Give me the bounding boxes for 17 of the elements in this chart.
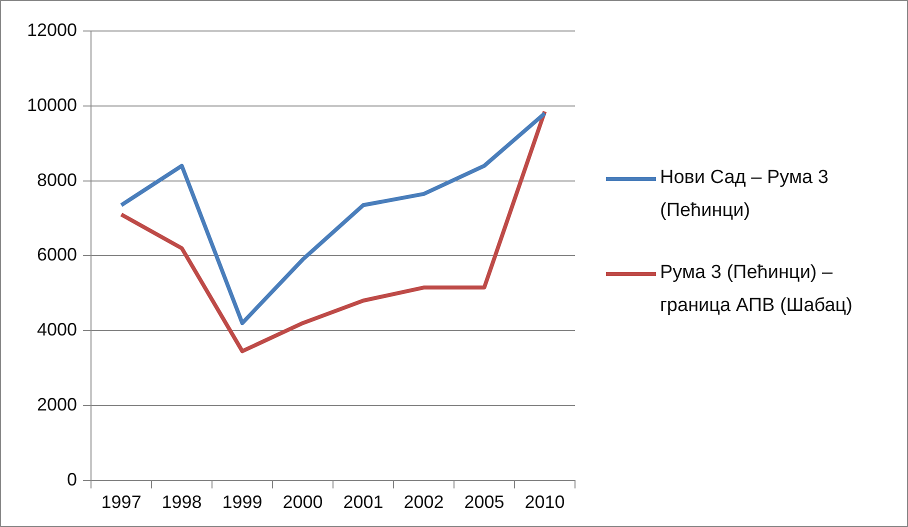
x-tick-label: 2000 [282, 492, 323, 512]
x-tick-label: 2001 [343, 492, 384, 512]
y-tick-label: 4000 [37, 320, 78, 340]
x-tick-label: 1999 [222, 492, 262, 512]
y-tick-label: 10000 [26, 94, 78, 115]
x-tick-label: 1997 [101, 492, 142, 512]
x-tick-label: 2010 [524, 492, 565, 512]
x-tick-label: 1998 [162, 492, 202, 512]
y-tick-label: 6000 [37, 244, 78, 265]
y-tick-label: 2000 [37, 394, 78, 414]
x-tick-label: 2002 [404, 492, 444, 512]
y-tick-label: 0 [67, 469, 78, 490]
y-tick-label: 8000 [37, 170, 78, 190]
legend-label: Нови Сад – Рума 3 (Пећинци) [660, 166, 830, 223]
y-tick-label: 12000 [26, 20, 78, 40]
x-tick-label: 2005 [464, 492, 504, 512]
legend-label: Рума 3 (Пећинци) – граница АПВ (Шабац) [660, 261, 854, 318]
